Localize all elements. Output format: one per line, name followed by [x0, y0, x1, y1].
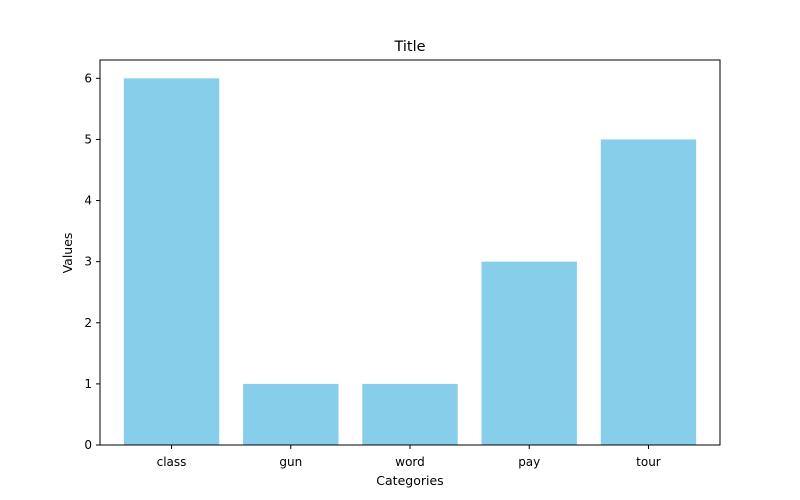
y-tick-label: 5: [84, 132, 92, 146]
x-tick-label: word: [395, 455, 425, 469]
plot-frame: [99, 59, 721, 446]
bar-word: [362, 383, 458, 445]
bar-pay: [481, 261, 577, 445]
y-tick-label: 2: [84, 316, 92, 330]
bars-layer: [123, 78, 697, 445]
x-tick-label: class: [157, 455, 187, 469]
y-tick-label: 3: [84, 255, 92, 269]
y-axis-label: Values: [60, 233, 75, 274]
x-axis: class gun word pay tour: [157, 445, 661, 469]
y-tick-label: 1: [84, 377, 92, 391]
x-tick-label: pay: [518, 455, 540, 469]
bar-tour: [600, 139, 697, 445]
y-tick-label: 6: [84, 71, 92, 85]
y-tick-label: 4: [84, 194, 92, 208]
y-tick-label: 0: [84, 438, 92, 452]
x-tick-label: gun: [279, 455, 302, 469]
x-axis-label: Categories: [376, 473, 443, 488]
x-tick-label: tour: [636, 455, 661, 469]
chart-title: Title: [393, 39, 425, 55]
bar-class: [123, 78, 220, 445]
bar-gun: [243, 383, 339, 445]
y-axis: 0 1 2 3 4 5 6: [84, 71, 100, 452]
